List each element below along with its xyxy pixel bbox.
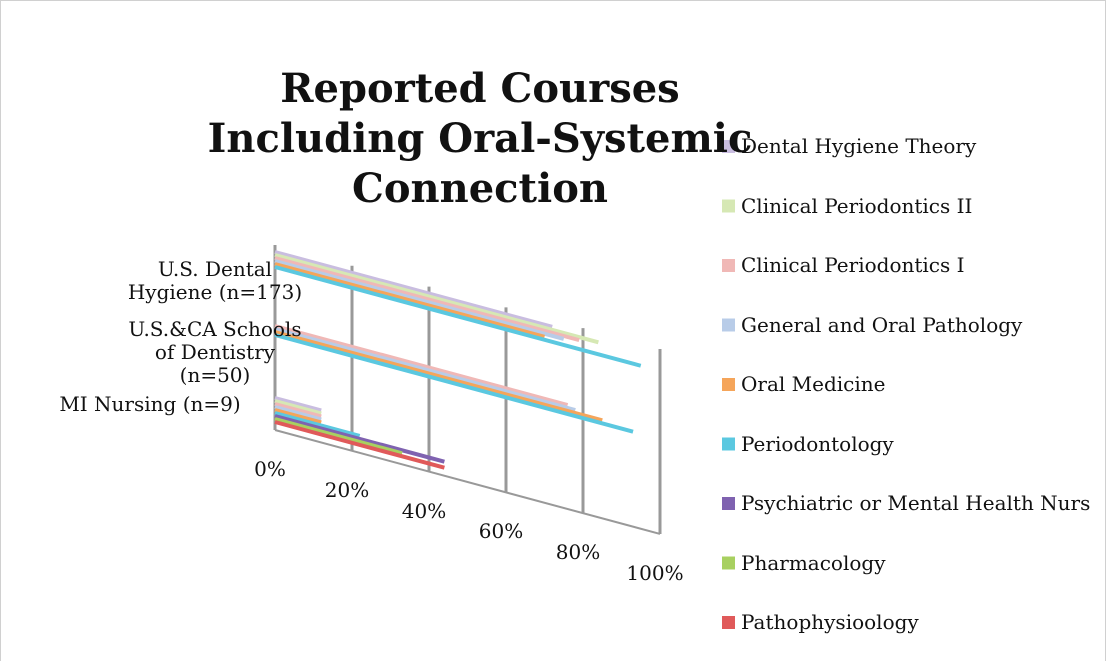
x-tick-label: 100% [626, 560, 684, 585]
legend-label: Pathophysioology [741, 610, 919, 634]
floor-edge [274, 429, 661, 535]
bar [274, 327, 576, 413]
legend-label: Psychiatric or Mental Health Nurs [741, 491, 1091, 515]
legend-swatch [722, 199, 735, 213]
legend-label: Clinical Periodontics I [741, 253, 965, 277]
x-tick-label: 20% [324, 477, 370, 502]
x-tick-label: 0% [254, 457, 286, 481]
legend-swatch [722, 259, 735, 272]
y-tick-label: U.S. Dental Hygiene (n=173) [127, 257, 303, 304]
bar [274, 420, 445, 470]
legend-swatch [722, 437, 735, 451]
legend-label: General and Oral Pathology [741, 312, 1023, 337]
bar [274, 256, 580, 343]
bar [274, 399, 322, 416]
x-tick-label: 60% [478, 519, 524, 544]
legend-swatch [722, 318, 735, 332]
legend-label: Oral Medicine [741, 372, 886, 396]
legend-label: Dental Hygiene Theory [741, 134, 977, 158]
bar [274, 408, 322, 425]
legend-label: Clinical Periodontics II [741, 193, 973, 218]
bar [274, 414, 445, 464]
bar [274, 259, 565, 341]
legend-swatch [722, 140, 735, 153]
y-tick-label: MI Nursing (n=9) [59, 392, 241, 416]
legend-label: Pharmacology [741, 550, 886, 575]
y-tick-label: U.S.&CA Schools of Dentistry (n=50) [128, 317, 302, 387]
bar [274, 333, 634, 434]
bar [274, 253, 599, 345]
bar [274, 405, 322, 422]
legend-label: Periodontology [741, 431, 894, 456]
bar [274, 330, 603, 423]
bar [274, 417, 403, 456]
bar [274, 411, 361, 438]
bar [274, 265, 642, 368]
bar [274, 262, 546, 339]
x-tick-label: 80% [555, 540, 601, 565]
bar [274, 402, 322, 419]
legend-swatch [722, 378, 735, 391]
legend-swatch [722, 556, 735, 570]
bar [274, 396, 322, 413]
chart-title: Reported Courses Including Oral-Systemic… [207, 65, 753, 212]
legend-swatch [722, 497, 735, 510]
bar [274, 324, 569, 407]
legend-swatch [722, 616, 735, 629]
bar [274, 250, 553, 329]
x-tick-label: 40% [401, 498, 447, 523]
